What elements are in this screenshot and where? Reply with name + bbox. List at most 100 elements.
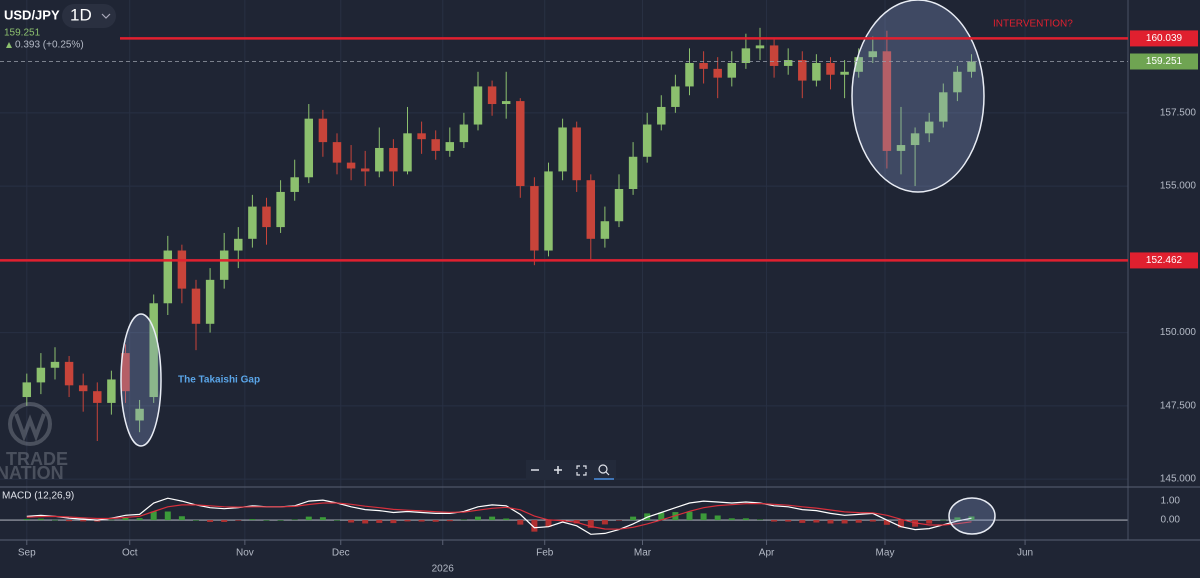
candle-body	[64, 361, 74, 386]
candle-body	[375, 147, 384, 172]
candle-body	[657, 106, 666, 125]
candle-body	[332, 142, 342, 163]
fullscreen[interactable]	[576, 465, 587, 476]
candle-body	[699, 62, 708, 69]
histogram-bar	[319, 517, 326, 521]
candle-body	[219, 250, 229, 280]
candle-body	[191, 288, 201, 324]
candle-body	[459, 124, 469, 143]
change: 0.393 (+0.25%)	[15, 40, 84, 51]
histogram-bar	[503, 518, 510, 521]
reset-zoom[interactable]	[598, 464, 608, 474]
zoom-in[interactable]	[554, 466, 562, 474]
candle-body	[417, 133, 426, 140]
candle-body	[558, 127, 567, 172]
watermark: TRADE NATION	[0, 402, 68, 483]
y-tick-label: 150.000	[1160, 327, 1197, 338]
histogram-bar	[883, 520, 890, 525]
candle-body	[445, 142, 455, 151]
histogram-bar	[686, 511, 693, 521]
candle-body	[163, 250, 173, 304]
candle-body	[924, 121, 934, 134]
histogram-bar	[460, 519, 467, 521]
candle-body	[22, 382, 32, 398]
histogram-bar	[80, 520, 87, 522]
histogram-bar	[474, 516, 481, 521]
candle-body	[544, 171, 553, 251]
histogram-bar	[954, 517, 961, 521]
histogram-bar	[404, 520, 411, 522]
histogram-bar	[841, 520, 848, 524]
price-tag	[1130, 252, 1198, 269]
highlight-ellipse	[851, 0, 985, 193]
candle-body	[812, 62, 821, 81]
candle-body	[93, 391, 102, 403]
histogram-bar	[432, 520, 439, 522]
histogram-bar	[66, 520, 73, 522]
candle-body	[487, 86, 497, 105]
histogram-bar	[869, 520, 876, 522]
watermark-logo	[8, 402, 52, 446]
histogram-bar	[601, 520, 608, 525]
histogram-bar	[756, 519, 763, 521]
histogram-bar	[333, 520, 340, 521]
histogram-bar	[827, 520, 834, 524]
candle-body	[854, 57, 863, 72]
candle-body	[318, 118, 328, 143]
candle-body	[431, 139, 440, 151]
candle-body	[826, 62, 835, 75]
histogram-bar	[178, 516, 185, 521]
candle-body	[600, 221, 610, 239]
y-tick-label: 145.000	[1160, 474, 1197, 485]
candle-body	[586, 180, 596, 239]
histogram-bar	[658, 512, 665, 521]
interval[interactable]: 1D	[70, 5, 92, 24]
candle-body	[262, 206, 271, 228]
histogram-bar	[37, 518, 44, 521]
histogram-bar	[813, 520, 820, 523]
candle-body	[50, 361, 60, 368]
candle-body	[149, 303, 158, 398]
histogram-bar	[207, 520, 214, 522]
plot	[22, 27, 976, 535]
price: 159.251	[4, 28, 41, 39]
interval-button[interactable]	[62, 4, 116, 28]
candle-body	[501, 101, 511, 105]
candle-body	[713, 68, 722, 78]
candle-body	[671, 86, 680, 107]
candle-body	[473, 86, 483, 125]
up-arrow	[6, 42, 12, 48]
histogram-bar	[108, 519, 115, 521]
watermark-logo	[14, 413, 46, 442]
histogram-bar	[531, 520, 538, 532]
candle-body	[868, 51, 878, 58]
annotation: INTERVENTION?	[993, 19, 1073, 30]
candle-body	[135, 408, 144, 421]
x-tick-label: Feb	[536, 548, 554, 559]
histogram-bar	[489, 516, 496, 521]
candle-body	[614, 188, 624, 222]
y-tick-label: 0.00	[1161, 515, 1181, 526]
histogram-bar	[742, 518, 749, 521]
watermark-text: TRADE	[6, 449, 68, 469]
candle-body	[530, 186, 539, 251]
annotation: The Takaishi Gap	[178, 375, 260, 386]
histogram-bar	[926, 520, 933, 524]
histogram-bar	[615, 520, 622, 521]
histogram-bar	[714, 515, 721, 521]
macd-line	[26, 497, 972, 535]
histogram-bar	[771, 520, 778, 522]
x-tick-label: Apr	[759, 548, 775, 559]
x-tick-label: Mar	[634, 548, 652, 559]
candle-body	[389, 147, 398, 172]
candle-body	[248, 206, 257, 239]
highlight-ellipse	[948, 497, 996, 535]
histogram-bar	[390, 520, 397, 524]
candle-body	[516, 101, 525, 187]
histogram-bar	[249, 519, 256, 521]
candle-body	[769, 45, 779, 66]
candle-body	[403, 133, 412, 172]
histogram-bar	[517, 520, 524, 525]
